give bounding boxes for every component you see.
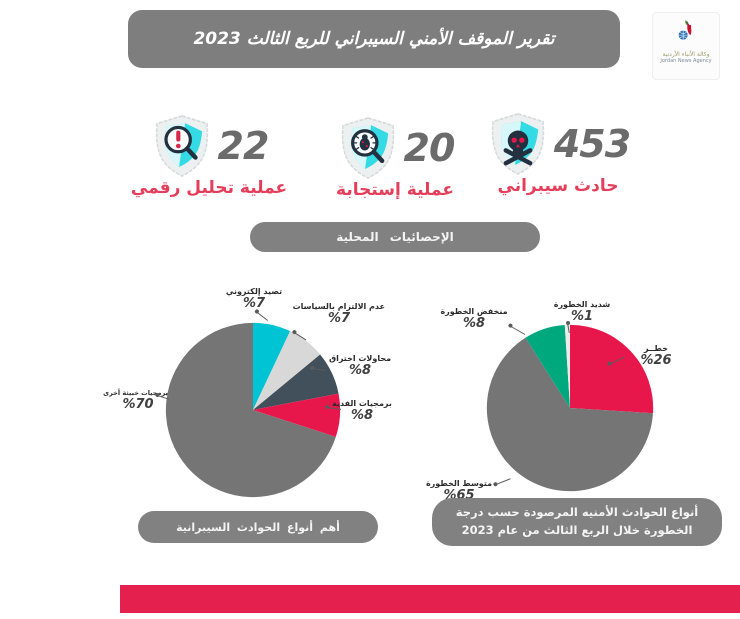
section-pill-local-statistics: الإحصائيات المحلية [250, 222, 540, 252]
pie-slice [486, 337, 653, 492]
pie-slice [525, 325, 570, 408]
callout-phishing: تصيد إلكتروني %7 [225, 287, 283, 311]
bug-magnifier-shield-icon [341, 117, 394, 180]
stat-label-digital-analysis: عملية تحليل رقمي [130, 178, 288, 198]
footer-accent-bar [120, 585, 740, 613]
caption-incident-types: أهم أنواع الحوادث السيبرانية [138, 511, 378, 543]
pie-slice [165, 322, 336, 498]
pie-chart-incident-types [165, 322, 341, 498]
callout-severe: شديد الخطورة %1 [553, 300, 611, 324]
jordan-news-agency-logo: وكالة الأنباء الأردنية Jordan News Agenc… [652, 12, 720, 80]
leader-line [257, 312, 268, 321]
stat-value-digital-analysis: 22 [217, 124, 270, 168]
pie-slice [253, 331, 321, 410]
callout-other-malware: برمجيات خبيثة أخرى %70 [103, 389, 168, 412]
stat-digital-analysis: 22 عملية تحليل رقمي [131, 114, 287, 198]
skull-shield-icon [491, 113, 545, 176]
stat-label-response-operations: عملية إستجابة [336, 180, 454, 200]
pie-slice [253, 393, 341, 437]
petra-logo-icon [678, 20, 692, 40]
alert-magnifier-shield-icon [155, 115, 208, 178]
callout-policy-noncompliance: عدم الالتزام بالسياسات %7 [292, 302, 385, 326]
header-banner: تقرير الموقف الأمني السيبراني للربع الثا… [128, 10, 620, 68]
caption-severity-chart: أنواع الحوادث الأمنيه المرصودة حسب درجة … [432, 498, 722, 546]
callout-low-risk: منخفض الخطورة %8 [440, 307, 508, 331]
callout-intrusion-attempts: محاولات اختراق %8 [328, 354, 392, 378]
stat-cyber-incidents: 453 حادث سيبراني [478, 112, 638, 196]
pie-slice [564, 324, 570, 408]
page-title: تقرير الموقف الأمني السيبراني للربع الثا… [193, 29, 555, 49]
pie-slice [570, 324, 654, 414]
callout-ransomware: برمجيات الفدية %8 [332, 399, 392, 423]
stat-response-operations: 20 عملية إستجابة [330, 116, 460, 200]
pie-chart-severity [486, 324, 654, 492]
logo-english-name: Jordan News Agency [660, 57, 712, 64]
pie-slice [253, 322, 291, 410]
stat-label-cyber-incidents: حادث سيبراني [497, 176, 619, 196]
callout-high-risk: خطــر %26 [640, 344, 672, 368]
logo-arabic-name: وكالة الأنباء الأردنية [662, 51, 710, 58]
stat-value-response-operations: 20 [403, 126, 456, 170]
stat-value-cyber-incidents: 453 [553, 122, 631, 166]
